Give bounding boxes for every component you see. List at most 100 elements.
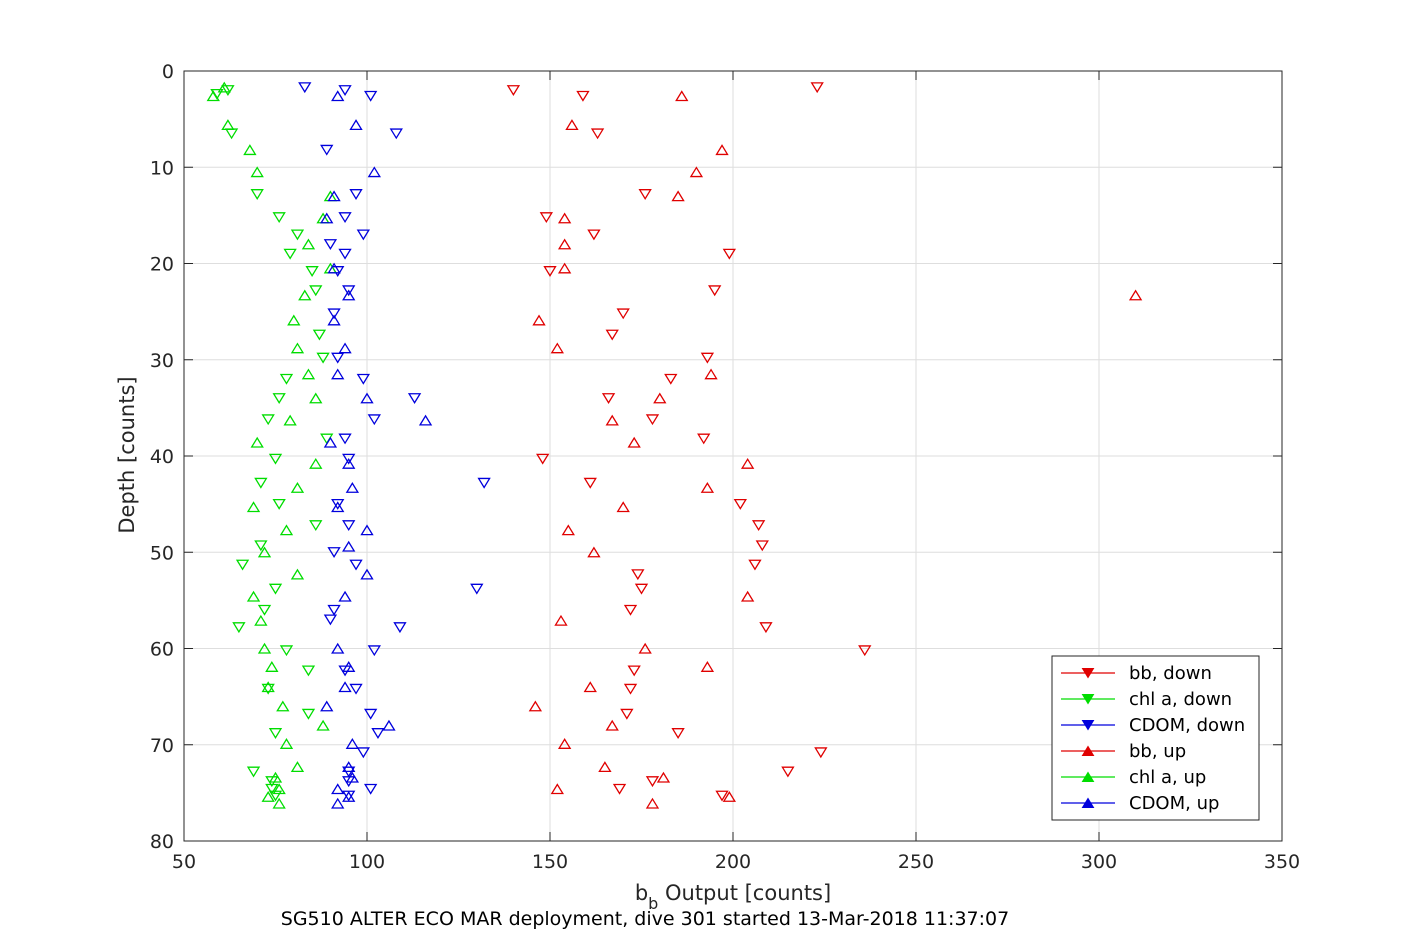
data-point <box>268 728 283 739</box>
data-point <box>536 453 550 465</box>
data-point <box>298 289 312 301</box>
data-point <box>367 414 381 426</box>
data-point <box>689 166 704 178</box>
data-point <box>327 190 341 202</box>
data-point <box>557 238 572 250</box>
data-point <box>557 262 572 274</box>
data-markers <box>206 81 1143 809</box>
x-tick-label: 300 <box>1081 851 1117 873</box>
data-point <box>557 212 572 224</box>
data-point <box>254 477 268 489</box>
data-point <box>290 229 305 241</box>
data-point <box>261 683 275 695</box>
data-point <box>356 747 370 759</box>
series-1 <box>210 85 334 802</box>
data-point <box>345 738 360 749</box>
data-point <box>338 590 352 602</box>
data-point <box>364 783 378 795</box>
data-point <box>217 81 231 93</box>
x-tick-label: 50 <box>172 851 196 873</box>
data-point <box>272 783 286 795</box>
data-point <box>301 238 316 250</box>
series-3 <box>528 90 1143 809</box>
data-point <box>323 436 338 448</box>
data-point <box>250 189 264 200</box>
data-point <box>740 590 755 602</box>
data-point <box>316 719 330 731</box>
data-point <box>554 614 568 626</box>
data-point <box>759 622 773 634</box>
data-point <box>301 368 316 380</box>
data-point <box>268 453 283 465</box>
legend-marker <box>1081 694 1095 705</box>
data-point <box>287 314 301 326</box>
data-point <box>389 128 403 140</box>
data-point <box>565 119 579 131</box>
data-point <box>858 645 872 657</box>
data-point <box>605 414 619 426</box>
data-point <box>470 583 484 595</box>
data-point <box>550 342 564 354</box>
legend-marker <box>1081 771 1095 782</box>
data-point <box>722 248 736 260</box>
data-point <box>700 352 715 364</box>
data-point <box>331 266 345 277</box>
legend-entry: CDOM, up <box>1061 793 1219 814</box>
data-point <box>257 642 272 654</box>
data-point <box>645 797 660 809</box>
data-point <box>309 520 323 532</box>
legend: bb, down chl a, down CDOM, down bb, up chl a… <box>1051 655 1260 821</box>
data-point <box>331 501 345 513</box>
data-point <box>342 540 356 552</box>
data-point <box>671 190 685 202</box>
data-point <box>616 308 630 320</box>
x-tick-label: 100 <box>349 851 385 873</box>
data-point <box>418 414 433 426</box>
legend-label: CDOM, down <box>1129 715 1245 736</box>
legend-entry: chl a, up <box>1061 767 1206 788</box>
data-point <box>532 314 546 326</box>
x-tick-label: 350 <box>1264 851 1300 873</box>
data-point <box>232 622 246 634</box>
data-point <box>327 314 341 326</box>
data-point <box>349 559 363 571</box>
data-point <box>550 783 564 795</box>
data-point <box>587 546 601 558</box>
data-point <box>331 797 345 809</box>
data-point <box>272 498 286 510</box>
data-point <box>345 482 360 493</box>
data-point <box>360 392 374 404</box>
data-point <box>331 642 345 654</box>
data-point <box>290 568 305 580</box>
data-point <box>543 266 557 277</box>
data-point <box>620 708 634 720</box>
data-point <box>206 90 220 102</box>
data-point <box>583 477 597 489</box>
data-point <box>250 166 264 178</box>
legend-marker <box>1081 745 1095 756</box>
data-point <box>279 524 294 536</box>
data-point <box>338 433 352 445</box>
legend-entry: bb, down <box>1061 663 1212 684</box>
data-point <box>320 212 334 224</box>
data-point <box>327 604 341 616</box>
data-point <box>349 189 363 200</box>
legend-label: bb, up <box>1129 741 1186 762</box>
y-axis-label: Depth [counts] <box>115 376 139 533</box>
data-point <box>290 342 305 354</box>
data-point <box>323 239 338 250</box>
data-point <box>675 90 689 102</box>
data-point <box>320 700 334 712</box>
data-point <box>342 520 356 532</box>
data-point <box>272 393 286 404</box>
data-point <box>367 645 381 657</box>
legend-entry: chl a, down <box>1061 689 1232 710</box>
data-point <box>342 453 356 465</box>
data-point <box>638 642 652 654</box>
data-point <box>246 590 261 602</box>
data-point <box>561 524 575 536</box>
data-point <box>704 368 718 380</box>
data-point <box>645 776 660 788</box>
data-point <box>338 681 352 693</box>
data-point <box>740 457 755 469</box>
